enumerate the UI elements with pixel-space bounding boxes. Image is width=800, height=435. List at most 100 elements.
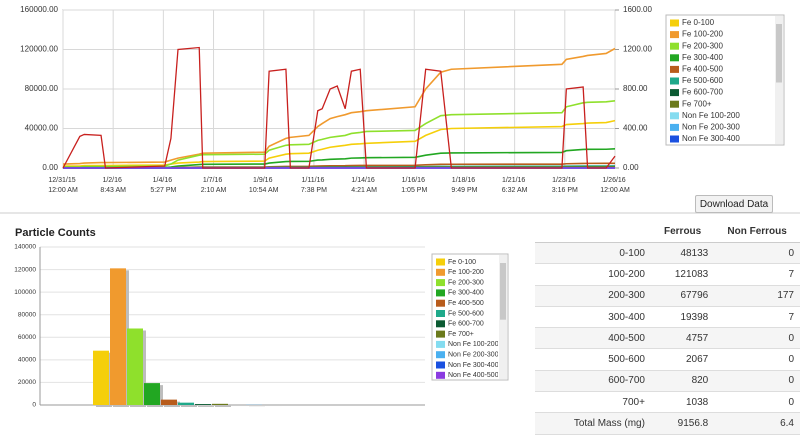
- legend-label: Fe 100-200: [448, 269, 484, 276]
- legend-label: Fe 700+: [448, 331, 474, 338]
- cell: 9156.8: [651, 413, 714, 434]
- x-tick-label: 1/9/16 10:54 AM: [249, 177, 279, 194]
- legend-swatch: [436, 279, 445, 286]
- legend-swatch: [436, 320, 445, 327]
- row-label: 700+: [535, 392, 651, 413]
- cell: 7: [714, 264, 800, 285]
- x-tick-label: 1/4/16 5:27 PM: [150, 177, 176, 194]
- y-tick-label: 140000: [14, 244, 36, 251]
- legend-swatch: [670, 147, 679, 154]
- y-tick-label: 40000.00: [25, 124, 59, 133]
- legend-swatch: [436, 351, 445, 358]
- legend-swatch: [670, 78, 679, 85]
- legend-label: Fe 500-600: [682, 76, 723, 85]
- x-tick-label: 1/11/16 7:38 PM: [301, 177, 327, 194]
- legend-swatch: [436, 300, 445, 307]
- cell: 0: [714, 243, 800, 264]
- y2-tick-label: 0.00: [623, 163, 639, 172]
- legend-swatch: [436, 341, 445, 348]
- bar: [93, 351, 109, 405]
- row-label: 600-700: [535, 370, 651, 391]
- x-tick-label: 1/14/16 4:21 AM: [351, 177, 377, 194]
- row-label: 400-500: [535, 328, 651, 349]
- legend-label: Fe 300-400: [448, 290, 484, 297]
- x-tick-label: 1/2/16 8:43 AM: [100, 177, 126, 194]
- legend-swatch: [436, 372, 445, 379]
- legend-label: Fe 0-100: [448, 259, 476, 266]
- legend-swatch: [670, 54, 679, 61]
- y2-tick-label: 1600.00: [623, 5, 652, 14]
- row-label: 200-300: [535, 285, 651, 306]
- cell: 0: [714, 370, 800, 391]
- cell: 0: [714, 328, 800, 349]
- legend-swatch: [670, 101, 679, 108]
- cell: 19398: [651, 306, 714, 327]
- header-cell: [535, 220, 651, 243]
- cell: 177: [714, 285, 800, 306]
- cell: 0: [714, 349, 800, 370]
- cell: 2067: [651, 349, 714, 370]
- bar-shadow: [181, 405, 197, 407]
- cell: 121083: [651, 264, 714, 285]
- row-label: Total Mass (mg): [535, 413, 651, 434]
- y-tick-label: 120000: [14, 266, 36, 273]
- legend-label: Non Fe 100-200: [448, 341, 499, 348]
- legend-swatch: [670, 124, 679, 131]
- legend-label: Non Fe 300-400: [682, 134, 740, 143]
- cell: 1038: [651, 392, 714, 413]
- legend-swatch: [436, 269, 445, 276]
- row-label: 0-100: [535, 243, 651, 264]
- legend-swatch: [670, 20, 679, 27]
- y-tick-label: 0: [32, 402, 36, 409]
- legend-label: Fe 200-300: [448, 279, 484, 286]
- bar-shadow: [215, 406, 231, 407]
- legend-scroll-thumb: [776, 24, 782, 83]
- bar: [195, 404, 211, 405]
- y-tick-label: 60000: [18, 334, 36, 341]
- legend-swatch: [436, 362, 445, 369]
- y-tick-label: 0.00: [42, 163, 58, 172]
- legend-swatch: [670, 66, 679, 73]
- legend-label: Non Fe 300-400: [448, 362, 499, 369]
- download-button[interactable]: Download Data: [695, 195, 773, 213]
- chart-title: Particle Counts: [15, 227, 96, 239]
- legend-label: Non Fe 200-300: [682, 123, 740, 132]
- legend-swatch: [670, 43, 679, 50]
- y2-tick-label: 800.00: [623, 84, 648, 93]
- legend-label: Fe 0-100: [682, 18, 715, 27]
- bar-shadow: [198, 406, 214, 407]
- row-label: 100-200: [535, 264, 651, 285]
- legend-label: Non Fe 100-200: [682, 111, 740, 120]
- x-tick-label: 1/18/16 9:49 PM: [451, 177, 477, 194]
- cell: 820: [651, 370, 714, 391]
- cell: 7: [714, 306, 800, 327]
- y2-tick-label: 1200.00: [623, 45, 652, 54]
- y2-tick-label: 400.00: [623, 124, 648, 133]
- bar: [110, 268, 126, 405]
- legend-swatch: [436, 310, 445, 317]
- x-tick-label: 1/26/16 12:00 AM: [600, 177, 630, 194]
- cell: 4757: [651, 328, 714, 349]
- x-tick-label: 12/31/15 12:00 AM: [48, 177, 78, 194]
- y-tick-label: 80000: [18, 311, 36, 318]
- legend-swatch: [436, 331, 445, 338]
- legend-label: Fe 600-700: [682, 88, 723, 97]
- y-tick-label: 20000: [18, 379, 36, 386]
- legend-label: Non Fe 400-500: [448, 372, 499, 379]
- x-tick-label: 1/16/16 1:05 PM: [401, 177, 427, 194]
- legend-label: Fe 400-500: [682, 65, 723, 74]
- legend-label: Fe 600-700: [448, 321, 484, 328]
- y-tick-label: 160000.00: [20, 5, 58, 14]
- cell: 6.4: [714, 413, 800, 434]
- legend-swatch: [670, 136, 679, 143]
